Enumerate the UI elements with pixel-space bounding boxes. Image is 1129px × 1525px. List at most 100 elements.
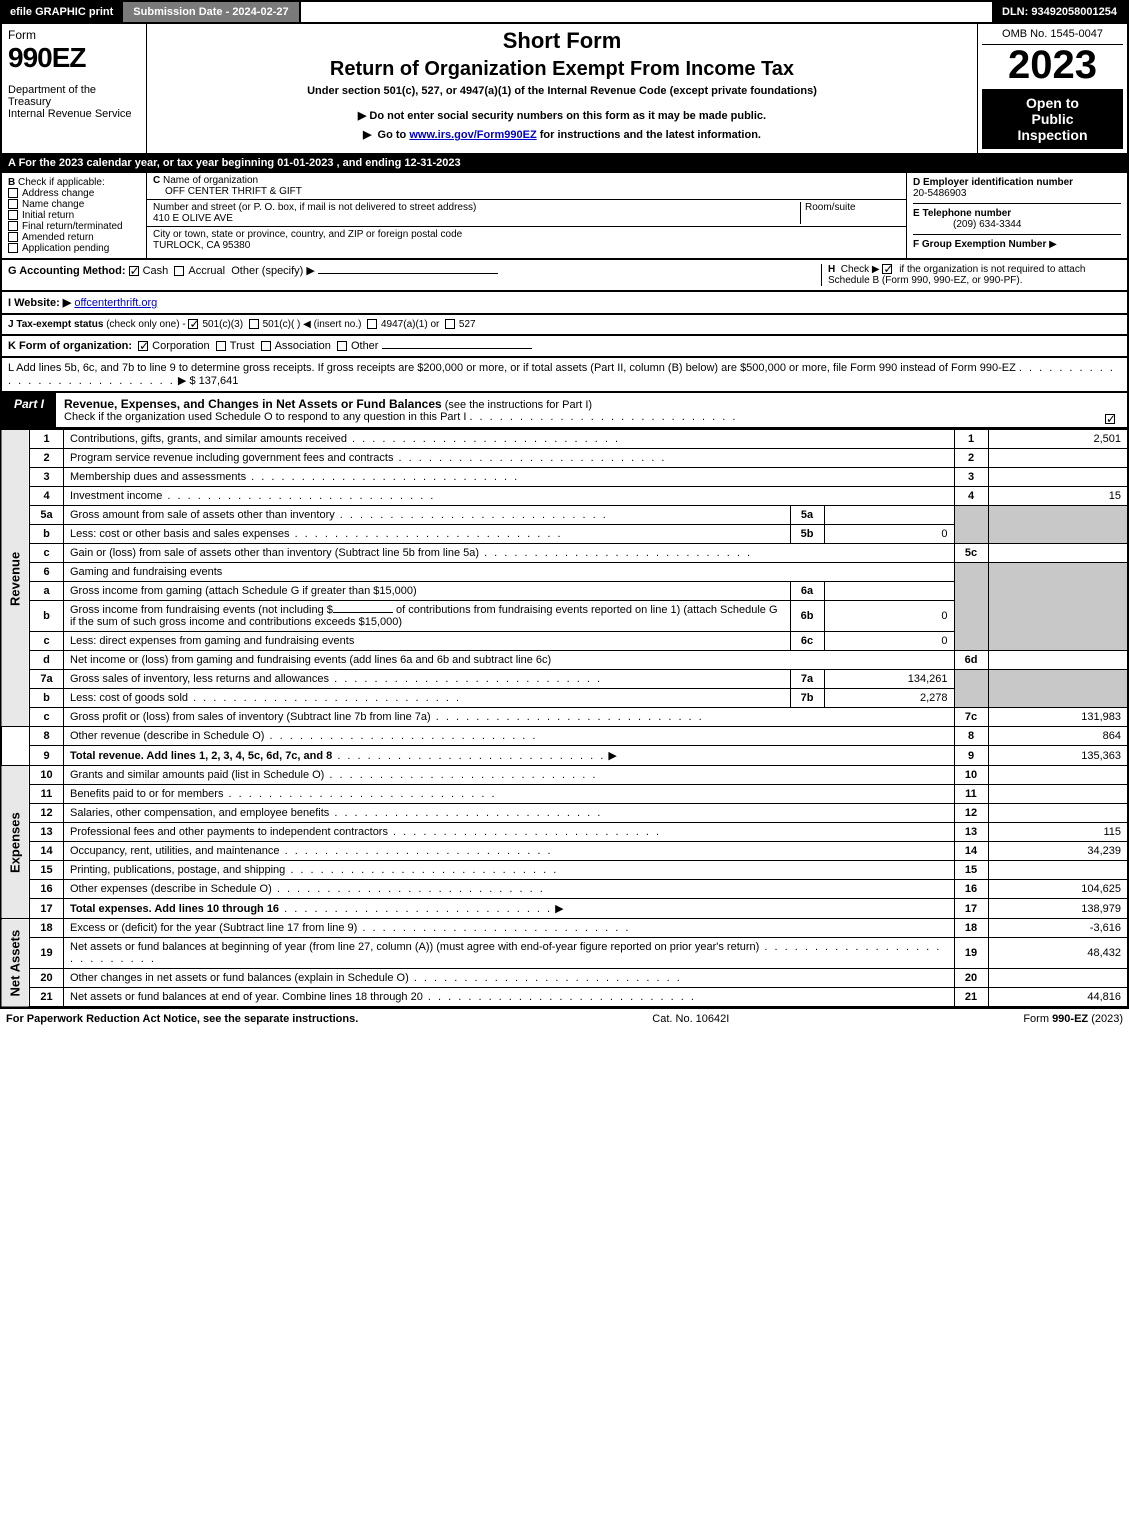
check-501c3[interactable] xyxy=(188,319,198,329)
line-num: 4 xyxy=(30,487,64,506)
k-trust: Trust xyxy=(230,340,255,352)
org-city: TURLOCK, CA 95380 xyxy=(153,240,250,251)
table-row: 7a Gross sales of inventory, less return… xyxy=(1,670,1128,689)
ein-value: 20-5486903 xyxy=(913,188,966,199)
part1-header: Part I Revenue, Expenses, and Changes in… xyxy=(0,393,1129,429)
line-amount xyxy=(988,651,1128,670)
line-desc: Professional fees and other payments to … xyxy=(64,823,955,842)
table-row: 3 Membership dues and assessments 3 xyxy=(1,468,1128,487)
line-desc: Gross amount from sale of assets other t… xyxy=(64,506,791,525)
row-gh: G Accounting Method: Cash Accrual Other … xyxy=(0,260,1129,292)
line-ref: 5c xyxy=(954,544,988,563)
line-amount xyxy=(988,785,1128,804)
check-amended-return[interactable] xyxy=(8,232,18,242)
other-org-line[interactable] xyxy=(382,348,532,349)
website-link[interactable]: offcenterthrift.org xyxy=(74,297,157,309)
line-desc: Gross income from fundraising events (no… xyxy=(64,601,791,632)
c-city-lbl: City or town, state or province, country… xyxy=(153,229,462,240)
line-desc: Gross profit or (loss) from sales of inv… xyxy=(64,708,955,727)
dept-label: Department of the Treasury Internal Reve… xyxy=(8,84,140,120)
e-label: E Telephone number xyxy=(913,208,1011,219)
submission-date: Submission Date - 2024-02-27 xyxy=(121,2,300,22)
j-insert: (insert no.) xyxy=(314,319,362,330)
k-corp: Corporation xyxy=(152,340,209,352)
g-other: Other (specify) xyxy=(231,265,303,277)
line-num: 17 xyxy=(30,899,64,919)
line-ref: 18 xyxy=(954,919,988,938)
g-label: G Accounting Method: xyxy=(8,265,126,277)
line-desc: Contributions, gifts, grants, and simila… xyxy=(64,430,955,449)
table-row: 12 Salaries, other compensation, and emp… xyxy=(1,804,1128,823)
check-4947[interactable] xyxy=(367,319,377,329)
check-schedule-o[interactable] xyxy=(1105,414,1115,424)
check-527[interactable] xyxy=(445,319,455,329)
org-street: 410 E OLIVE AVE xyxy=(153,213,233,224)
part1-label: Part I xyxy=(2,393,56,427)
line-desc: Net assets or fund balances at beginning… xyxy=(64,938,955,969)
b-item-0: Address change xyxy=(22,188,94,199)
line-num: 10 xyxy=(30,766,64,785)
sub-num: 5b xyxy=(790,525,824,544)
line-amount: 15 xyxy=(988,487,1128,506)
g-cash: Cash xyxy=(143,265,169,277)
line-num: 12 xyxy=(30,804,64,823)
c-street-lbl: Number and street (or P. O. box, if mail… xyxy=(153,202,476,213)
table-row: 17 Total expenses. Add lines 10 through … xyxy=(1,899,1128,919)
line-desc: Benefits paid to or for members xyxy=(64,785,955,804)
line-amount: 34,239 xyxy=(988,842,1128,861)
check-initial-return[interactable] xyxy=(8,210,18,220)
efile-label[interactable]: efile GRAPHIC print xyxy=(2,2,121,22)
line-ref: 12 xyxy=(954,804,988,823)
revenue-side-continue xyxy=(1,727,30,766)
line-amount: 48,432 xyxy=(988,938,1128,969)
line-amount: 44,816 xyxy=(988,988,1128,1008)
lines-table: Revenue 1 Contributions, gifts, grants, … xyxy=(0,429,1129,1008)
shaded-cell xyxy=(988,506,1128,544)
check-corp[interactable] xyxy=(138,341,148,351)
instruction-1: Do not enter social security numbers on … xyxy=(155,109,969,122)
line-ref: 16 xyxy=(954,880,988,899)
table-row: 6 Gaming and fundraising events xyxy=(1,563,1128,582)
line-amount: -3,616 xyxy=(988,919,1128,938)
line-desc: Grants and similar amounts paid (list in… xyxy=(64,766,955,785)
line-ref: 19 xyxy=(954,938,988,969)
sub-num: 7a xyxy=(790,670,824,689)
check-final-return[interactable] xyxy=(8,221,18,231)
check-accrual[interactable] xyxy=(174,266,184,276)
instr2-post: for instructions and the latest informat… xyxy=(537,129,761,141)
line-desc: Gross income from gaming (attach Schedul… xyxy=(64,582,791,601)
line-amount xyxy=(988,449,1128,468)
line-ref: 21 xyxy=(954,988,988,1008)
open-inspection-box: Open to Public Inspection xyxy=(982,89,1123,149)
j-527: 527 xyxy=(459,319,476,330)
check-501c[interactable] xyxy=(249,319,259,329)
check-name-change[interactable] xyxy=(8,199,18,209)
other-specify-line[interactable] xyxy=(318,273,498,274)
dln-label: DLN: 93492058001254 xyxy=(992,2,1127,22)
table-row: c Gain or (loss) from sale of assets oth… xyxy=(1,544,1128,563)
check-trust[interactable] xyxy=(216,341,226,351)
line-num: b xyxy=(30,689,64,708)
g-accrual: Accrual xyxy=(188,265,225,277)
line-num: c xyxy=(30,708,64,727)
check-application-pending[interactable] xyxy=(8,243,18,253)
j-501c3: 501(c)(3) xyxy=(202,319,243,330)
phone-value: (209) 634-3344 xyxy=(913,219,1021,230)
check-address-change[interactable] xyxy=(8,188,18,198)
sub-num: 6a xyxy=(790,582,824,601)
part1-title-box: Revenue, Expenses, and Changes in Net As… xyxy=(56,393,1097,427)
irs-link[interactable]: www.irs.gov/Form990EZ xyxy=(409,129,536,141)
table-row: Expenses 10 Grants and similar amounts p… xyxy=(1,766,1128,785)
check-h[interactable] xyxy=(882,264,892,274)
section-bcdef: B Check if applicable: Address change Na… xyxy=(0,173,1129,260)
check-assoc[interactable] xyxy=(261,341,271,351)
i-label: I Website: ▶ xyxy=(8,297,71,309)
k-assoc: Association xyxy=(275,340,331,352)
check-cash[interactable] xyxy=(129,266,139,276)
table-row: 11 Benefits paid to or for members 11 xyxy=(1,785,1128,804)
line-amount: 864 xyxy=(988,727,1128,746)
b-item-1: Name change xyxy=(22,199,84,210)
part1-check-text: Check if the organization used Schedule … xyxy=(64,411,466,423)
footer-right: Form 990-EZ (2023) xyxy=(1023,1013,1123,1025)
check-other-org[interactable] xyxy=(337,341,347,351)
